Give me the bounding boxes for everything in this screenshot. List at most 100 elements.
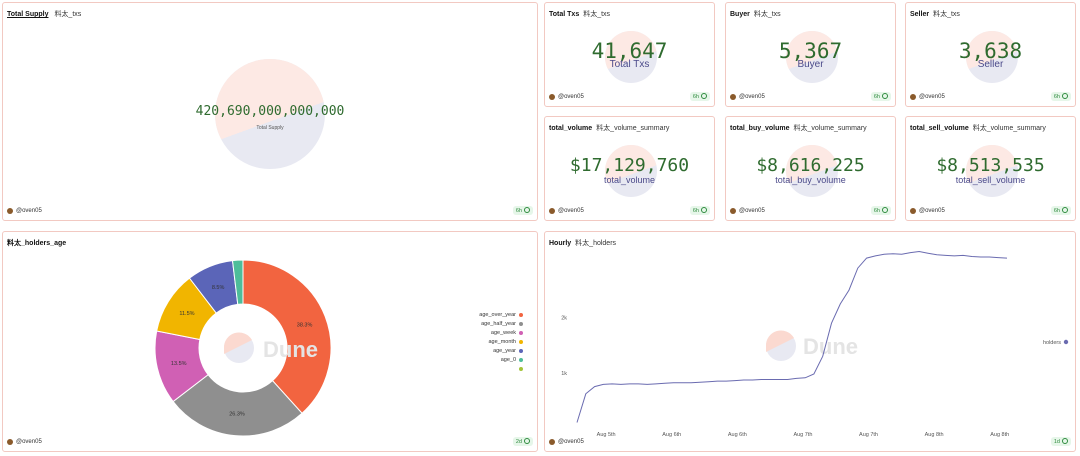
donut-slice-age_half_year[interactable] <box>172 374 303 437</box>
legend-label: age_over_year <box>479 311 516 318</box>
counter-label: Seller <box>977 59 1004 70</box>
x-tick-label: Aug 8th <box>990 432 1009 438</box>
card-title-link[interactable]: 料太_holders_age <box>7 240 67 247</box>
holders-age-donut-chart: 38.3% 26.3% 13.5% 11.5% 8.5% Dune <box>154 259 332 437</box>
author[interactable]: @oven05 <box>730 94 765 100</box>
slice-label: 38.3% <box>297 322 313 328</box>
refresh-badge[interactable]: 6h <box>689 206 710 215</box>
legend-dot-icon[interactable] <box>1063 339 1069 345</box>
hourly-holders-card: Hourly 料太_holders Dune 1k 2k Aug 5th Aug 6th A… <box>544 231 1076 452</box>
author[interactable]: @oven05 <box>549 208 584 214</box>
counter-value: 5,367 <box>778 39 843 63</box>
x-tick-label: Aug 7th <box>793 432 812 438</box>
donut-slice-age_0[interactable] <box>231 259 244 305</box>
card-title-link[interactable]: Hourly <box>549 240 572 247</box>
total-supply-label: Total Supply <box>256 125 284 131</box>
counter-value: $8,616,225 <box>756 155 865 176</box>
card-title-link[interactable]: Buyer <box>730 11 750 18</box>
slice-label: 26.3% <box>229 412 245 418</box>
total-sell-volume-card: total_sell_volume 料太_volume_summary $8,51… <box>905 116 1076 221</box>
legend-dot-icon <box>519 339 523 344</box>
query-name[interactable]: 料太_txs <box>933 11 960 18</box>
refresh-badge[interactable]: 6h <box>689 92 710 101</box>
refresh-badge[interactable]: 6h <box>870 92 891 101</box>
counter-label: Buyer <box>797 59 824 70</box>
legend-label: age_month <box>488 338 516 345</box>
card-title-link[interactable]: Total Txs <box>549 11 580 18</box>
total-buy-volume-card: total_buy_volume 料太_volume_summary $8,616… <box>725 116 896 221</box>
legend-label: holders <box>1043 340 1061 346</box>
legend-item[interactable]: age_half_year <box>479 319 523 328</box>
query-name[interactable]: 料太_volume_summary <box>596 125 670 132</box>
card-title-link[interactable]: total_volume <box>549 125 593 132</box>
author[interactable]: @oven05 <box>7 439 42 445</box>
x-tick-label: Aug 6th <box>662 432 681 438</box>
dune-logo-top <box>223 332 252 354</box>
total-supply-value: 420,690,000,000,000 <box>195 104 345 119</box>
card-title-link[interactable]: Seller <box>910 11 930 18</box>
clock-icon <box>1062 438 1068 444</box>
refresh-badge[interactable]: 6h <box>1050 92 1071 101</box>
total-volume-card: total_volume 料太_volume_summary $17,129,76… <box>544 116 715 221</box>
legend-dot-icon <box>519 348 523 353</box>
author[interactable]: @oven05 <box>7 208 42 214</box>
legend-item[interactable]: age_month <box>479 337 523 346</box>
query-name[interactable]: 料太_txs <box>753 11 781 18</box>
author[interactable]: @oven05 <box>549 94 584 100</box>
counter-value: 3,638 <box>958 39 1023 63</box>
counter-value: $8,513,535 <box>936 155 1045 176</box>
query-name[interactable]: 料太_volume_summary <box>972 125 1046 132</box>
card-title-link[interactable]: total_sell_volume <box>910 125 969 132</box>
query-name[interactable]: 料太_volume_summary <box>793 125 867 132</box>
refresh-badge[interactable]: 6h <box>512 206 533 215</box>
legend-item[interactable]: age_over_year <box>479 310 523 319</box>
query-name[interactable]: 料太_txs <box>54 11 82 18</box>
counter-value: $17,129,760 <box>569 155 690 176</box>
refresh-badge[interactable]: 1d <box>1050 437 1071 446</box>
legend-item[interactable]: age_year <box>479 346 523 355</box>
seller-card: Seller 料太_txs 3,638 Seller @oven05 6h <box>905 2 1076 107</box>
clock-icon <box>1062 93 1068 99</box>
author[interactable]: @oven05 <box>910 94 945 100</box>
refresh-badge[interactable]: 6h <box>1050 206 1071 215</box>
clock-icon <box>524 207 530 213</box>
holders-series-line[interactable] <box>576 250 1008 423</box>
author[interactable]: @oven05 <box>549 439 584 445</box>
legend-item[interactable]: age_0 <box>479 355 523 364</box>
x-tick-label: Aug 5th <box>597 432 616 438</box>
author[interactable]: @oven05 <box>910 208 945 214</box>
total-supply-title-link[interactable]: Total Supply <box>7 11 49 18</box>
legend-item[interactable] <box>479 364 523 373</box>
counter-value: 41,647 <box>591 39 668 63</box>
slice-label: 13.5% <box>171 361 187 367</box>
author[interactable]: @oven05 <box>730 208 765 214</box>
hourly-holders-line-chart: Dune 1k 2k Aug 5th Aug 6th Aug 6th Aug 7th Aug … <box>561 250 1069 438</box>
total-supply-card: Total Supply 料太_txs 420,690,000,000,000 … <box>2 2 538 221</box>
slice-label: 11.5% <box>179 311 194 317</box>
x-tick-label: Aug 8th <box>925 432 944 438</box>
y-tick-label: 1k <box>561 371 567 377</box>
dune-watermark-text: Dune <box>263 337 318 362</box>
buyer-card: Buyer 料太_txs 5,367 Buyer @oven05 6h <box>725 2 896 107</box>
legend-dot-icon <box>519 366 523 371</box>
refresh-badge[interactable]: 2d <box>512 437 533 446</box>
legend-item[interactable]: age_week <box>479 328 523 337</box>
clock-icon <box>701 93 707 99</box>
card-title-link[interactable]: total_buy_volume <box>730 125 790 132</box>
x-tick-label: Aug 7th <box>859 432 878 438</box>
counter-label: total_sell_volume <box>955 175 1026 185</box>
watermark-disc-top <box>215 59 325 169</box>
dune-logo-top <box>765 330 794 352</box>
clock-icon <box>882 207 888 213</box>
counter-label: Total Txs <box>609 59 650 70</box>
query-name[interactable]: 料太_txs <box>583 11 611 18</box>
query-name[interactable]: 料太_holders <box>575 240 617 247</box>
legend-dot-icon <box>519 330 523 335</box>
clock-icon <box>524 438 530 444</box>
slice-label: 8.5% <box>212 285 225 291</box>
donut-slice-age_over_year[interactable] <box>242 259 332 414</box>
legend-dot-icon <box>519 312 523 317</box>
avatar <box>7 208 13 214</box>
clock-icon <box>701 207 707 213</box>
refresh-badge[interactable]: 6h <box>870 206 891 215</box>
